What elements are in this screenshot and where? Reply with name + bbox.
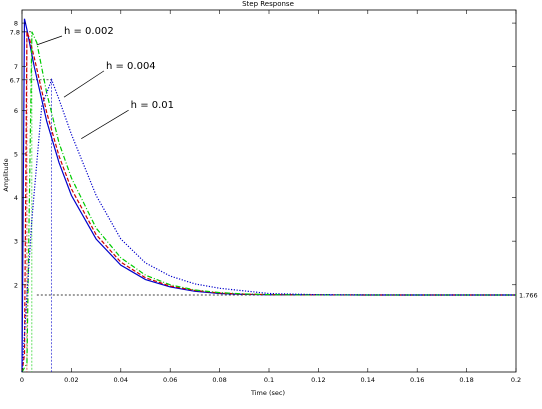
steady-state-label: 1.766 bbox=[519, 291, 538, 299]
y-peak-label: 7.8 bbox=[10, 28, 20, 36]
y-tick-label: 3 bbox=[14, 238, 18, 246]
y-tick-label: 4 bbox=[14, 194, 18, 202]
annotation-label: h = 0.002 bbox=[64, 26, 114, 37]
y-axis-label: Amplitude bbox=[2, 158, 10, 191]
plot-area bbox=[21, 9, 517, 373]
x-tick-label: 0.02 bbox=[64, 376, 78, 384]
x-tick-label: 0.14 bbox=[361, 376, 375, 384]
chart-title: Step Response bbox=[242, 0, 294, 8]
x-tick-label: 0.2 bbox=[511, 376, 521, 384]
x-tick-label: 0.08 bbox=[212, 376, 226, 384]
x-tick-label: 0.16 bbox=[410, 376, 424, 384]
y-tick-label: 8 bbox=[14, 20, 18, 28]
annotation-label: h = 0.004 bbox=[106, 61, 156, 72]
x-axis-label: Time (sec) bbox=[250, 389, 285, 397]
x-tick-label: 0.1 bbox=[264, 376, 274, 384]
y-tick-label: 6 bbox=[14, 107, 18, 115]
series-line-4 bbox=[21, 78, 516, 373]
y-tick-label: 2 bbox=[14, 281, 18, 289]
x-tick-label: 0.06 bbox=[163, 376, 177, 384]
x-tick-label: 0.04 bbox=[114, 376, 128, 384]
x-tick-label: 0 bbox=[20, 376, 24, 384]
y-tick-label: 7 bbox=[14, 63, 18, 71]
x-tick-label: 0.12 bbox=[311, 376, 325, 384]
x-tick-label: 0.18 bbox=[459, 376, 473, 384]
annotation-label: h = 0.01 bbox=[131, 100, 174, 111]
annotation-pointer bbox=[63, 70, 105, 98]
annotation-pointer bbox=[36, 35, 63, 46]
y-tick-label: 5 bbox=[14, 150, 18, 158]
y-peak-label: 6.7 bbox=[10, 76, 20, 84]
series-line-3 bbox=[21, 31, 516, 373]
annotation-pointer bbox=[81, 109, 129, 139]
